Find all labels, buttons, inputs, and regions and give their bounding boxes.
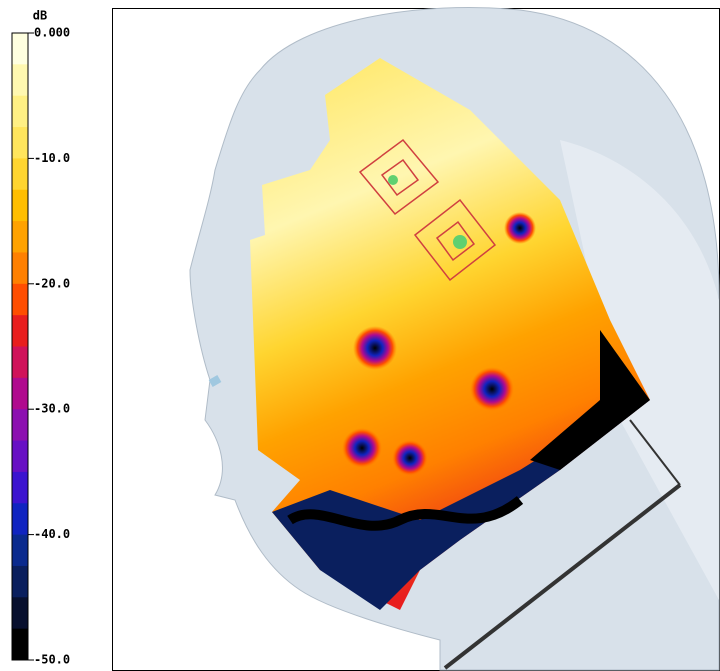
colorbar-unit: dB bbox=[33, 9, 47, 23]
colorbar-tick-label: -40.0 bbox=[34, 527, 70, 541]
heatmap-edge bbox=[530, 330, 650, 470]
colorbar: dB 0.000 -10.0 -20.0 -30.0 -40.0 -50.0 bbox=[11, 9, 70, 667]
colorbar-band bbox=[12, 409, 28, 442]
probe-point bbox=[453, 235, 467, 249]
colorbar-band bbox=[12, 471, 28, 504]
colorbar-band bbox=[12, 127, 28, 159]
probe-point bbox=[388, 175, 398, 185]
heatmap-null bbox=[287, 496, 524, 531]
colorbar-tick-label: -30.0 bbox=[34, 402, 70, 416]
hotspot bbox=[470, 367, 514, 411]
colorbar-tick-label: -50.0 bbox=[34, 653, 70, 667]
colorbar-band bbox=[12, 158, 28, 191]
colorbar-band bbox=[12, 534, 28, 567]
colorbar-band bbox=[12, 565, 28, 598]
colorbar-band bbox=[12, 377, 28, 410]
colorbar-band bbox=[12, 346, 28, 379]
hotspot bbox=[504, 212, 536, 244]
colorbar-band bbox=[12, 221, 28, 253]
colorbar-band bbox=[12, 503, 28, 536]
colorbar-band bbox=[12, 95, 28, 128]
colorbar-band bbox=[12, 440, 28, 473]
hotspot bbox=[392, 440, 428, 476]
neck-edge bbox=[629, 419, 681, 486]
colorbar-tick-label: -10.0 bbox=[34, 151, 70, 165]
colorbar-band bbox=[12, 189, 28, 222]
colorbar-band bbox=[12, 597, 28, 630]
colorbar-band bbox=[12, 33, 28, 65]
colorbar-tick-label: 0.000 bbox=[34, 26, 70, 40]
neck-edge bbox=[443, 483, 682, 670]
hotspot bbox=[342, 428, 382, 468]
colorbar-band bbox=[12, 252, 28, 285]
marker bbox=[208, 375, 222, 387]
hotspot bbox=[353, 326, 397, 370]
colorbar-band bbox=[12, 315, 28, 347]
viewport bbox=[112, 7, 720, 671]
colorbar-band bbox=[12, 628, 28, 661]
colorbar-band bbox=[12, 64, 28, 97]
colorbar-frame bbox=[11, 32, 29, 661]
colorbar-band bbox=[12, 283, 28, 316]
colorbar-tick-label: -20.0 bbox=[34, 276, 70, 290]
probe-squares bbox=[358, 138, 497, 282]
